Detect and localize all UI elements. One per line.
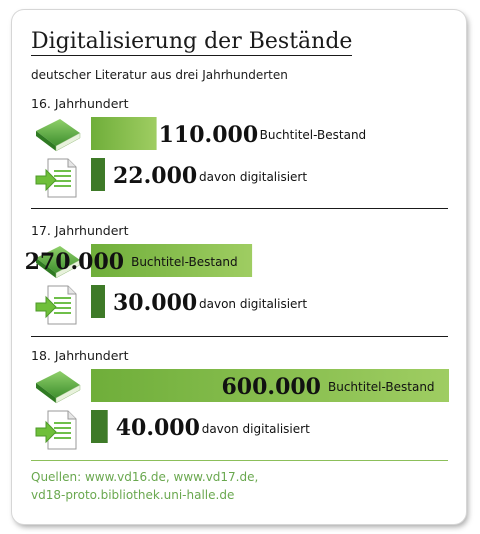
data-label-total: 270.000 (25, 249, 125, 275)
bar-total (91, 244, 253, 277)
series-label-digitized: davon digitalisiert (199, 170, 307, 184)
green-book-icon (36, 246, 81, 279)
series-label-total: Buchtitel-Bestand (131, 255, 238, 269)
data-label-total: 110.000 (159, 122, 259, 148)
green-book-icon (36, 371, 81, 404)
data-label-total: 600.000 (221, 374, 321, 400)
series-label-digitized: davon digitalisiert (202, 422, 310, 436)
data-label-digitized: 22.000 (113, 163, 197, 189)
document-arrow-icon (35, 285, 77, 325)
sources-note: Quellen: www.vd16.de, www.vd17.de, vd18-… (31, 468, 258, 504)
data-label-digitized: 30.000 (113, 290, 197, 316)
chart-title: Digitalisierung der Bestände (31, 29, 353, 56)
category-label-16: 16. Jahrhundert (31, 96, 129, 111)
section-divider (31, 336, 448, 337)
green-book-icon (36, 119, 81, 152)
section-divider (31, 208, 448, 209)
bar-digitized (91, 410, 108, 443)
category-label-18: 18. Jahrhundert (31, 348, 129, 363)
series-label-total: Buchtitel-Bestand (328, 380, 435, 394)
bar-digitized (91, 158, 105, 191)
category-label-17: 17. Jahrhundert (31, 223, 129, 238)
series-label-total: Buchtitel-Bestand (260, 128, 367, 142)
data-label-digitized: 40.000 (116, 415, 200, 441)
bar-total (91, 369, 449, 402)
sources-line-2: vd18-proto.bibliothek.uni-halle.de (31, 488, 235, 502)
sources-line-1: Quellen: www.vd16.de, www.vd17.de, (31, 470, 259, 484)
document-arrow-icon (35, 410, 77, 450)
chart-subtitle: deutscher Literatur aus drei Jahrhundert… (31, 68, 288, 82)
sources-divider (31, 460, 448, 461)
series-label-digitized: davon digitalisiert (199, 297, 307, 311)
bar-total (91, 117, 157, 150)
bar-digitized (91, 285, 105, 318)
document-arrow-icon (35, 158, 77, 198)
